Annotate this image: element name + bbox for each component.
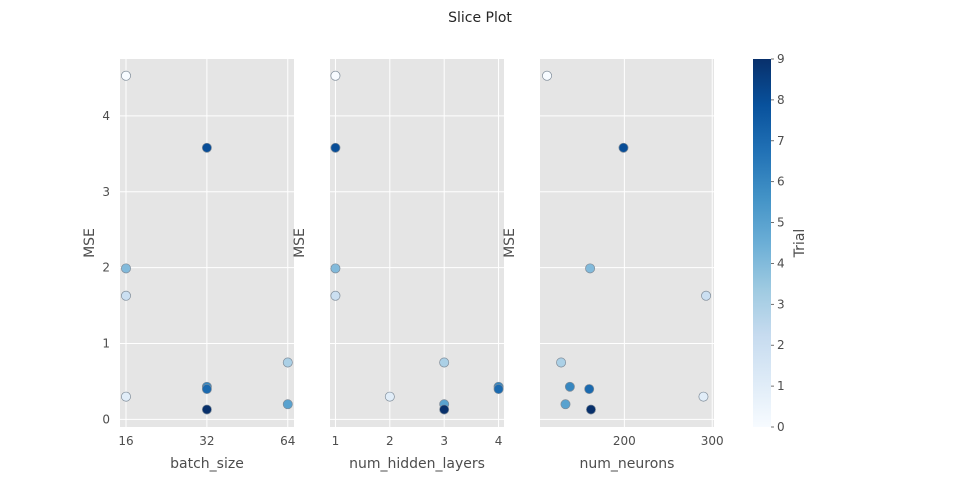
data-point	[701, 290, 712, 301]
y-axis-label: MSE	[292, 228, 308, 258]
data-point	[439, 357, 450, 368]
colorbar-tick-label: 6	[777, 175, 785, 189]
colorbar-tick-label: 1	[777, 379, 785, 393]
y-axis-label: MSE	[502, 228, 518, 258]
data-point	[384, 391, 395, 402]
data-point	[121, 263, 131, 274]
x-tick-label: 32	[199, 434, 214, 448]
y-tick-label: 1	[102, 337, 110, 351]
subplot-num_neurons: 200 300 num_neurons MSE	[502, 59, 724, 472]
data-point	[564, 381, 575, 392]
data-point	[201, 404, 212, 415]
plot-area	[540, 59, 714, 427]
colorbar-label: Trial	[792, 229, 808, 259]
y-tick-label: 4	[102, 109, 110, 123]
data-point	[493, 384, 504, 395]
data-point	[282, 399, 293, 410]
colorbar-tick-label: 5	[777, 216, 785, 230]
chart-title: Slice Plot	[448, 10, 512, 26]
data-point	[330, 263, 341, 274]
x-axis-label: num_hidden_layers	[349, 456, 485, 472]
data-point	[439, 404, 450, 415]
colorbar-tick-label: 2	[777, 338, 785, 352]
x-tick-label: 1	[332, 434, 340, 448]
colorbar-tick-label: 8	[777, 93, 785, 107]
x-tick-label: 64	[280, 434, 295, 448]
data-point	[121, 391, 131, 402]
plot-area	[330, 59, 504, 427]
data-point	[586, 404, 596, 415]
colorbar-tick-label: 0	[777, 420, 785, 434]
data-point	[201, 384, 212, 395]
x-tick-label: 16	[118, 434, 133, 448]
colorbar-tick-label: 3	[777, 297, 785, 311]
x-tick-label: 3	[440, 434, 448, 448]
data-point	[330, 70, 341, 81]
x-axis-label: batch_size	[170, 456, 244, 472]
data-point	[542, 70, 552, 81]
x-tick-label: 300	[701, 434, 724, 448]
subplot-batch_size: 0 1 2 3 4 16 32 64 batch_size MSE	[82, 59, 295, 472]
colorbar-tick-label: 4	[777, 256, 785, 270]
colorbar-gradient	[753, 59, 771, 427]
x-axis-label: num_neurons	[580, 456, 675, 472]
data-point	[121, 70, 131, 81]
data-point	[201, 142, 212, 153]
y-tick-label: 0	[102, 412, 110, 426]
data-point	[330, 142, 341, 153]
y-axis-label: MSE	[82, 228, 98, 258]
x-tick-label: 2	[386, 434, 394, 448]
data-point	[585, 263, 596, 274]
x-tick-label: 4	[495, 434, 503, 448]
data-point	[330, 290, 341, 301]
colorbar-tick-label: 9	[777, 52, 785, 66]
x-tick-label: 200	[613, 434, 636, 448]
data-point	[556, 357, 567, 368]
y-tick-label: 3	[102, 185, 110, 199]
y-tick-label: 2	[102, 261, 110, 275]
colorbar-tick-label: 7	[777, 134, 785, 148]
data-point	[618, 142, 629, 153]
subplot-num_hidden_layers: 1 2 3 4 num_hidden_layers MSE	[292, 59, 504, 472]
colorbar: 0 1 2 3 4 5 6 7 8 9 Trial	[753, 52, 808, 434]
data-point	[584, 384, 595, 395]
data-point	[698, 391, 709, 402]
data-point	[121, 290, 131, 301]
data-point	[282, 357, 293, 368]
data-point	[560, 399, 571, 410]
